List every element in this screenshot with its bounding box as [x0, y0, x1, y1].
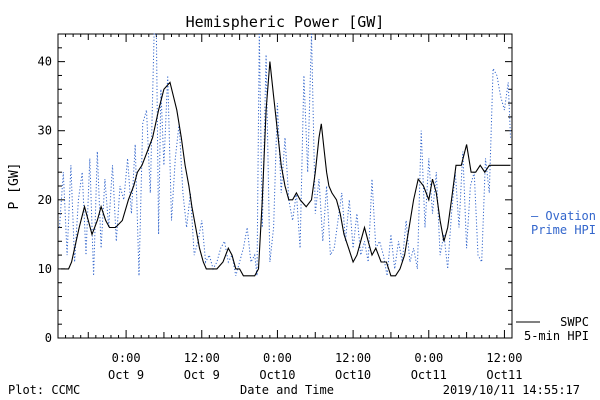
y-tick-label: 20: [38, 193, 52, 207]
footer-timestamp: 2019/10/11 14:55:17: [443, 383, 580, 397]
x-tick-date-label: Oct11: [486, 368, 522, 382]
x-tick-date-label: Oct 9: [184, 368, 220, 382]
footer-credit: Plot: CCMC: [8, 383, 80, 397]
x-tick-label: 12:00: [335, 351, 371, 365]
y-tick-label: 0: [45, 331, 52, 345]
y-tick-label: 10: [38, 262, 52, 276]
x-tick-label: 12:00: [184, 351, 220, 365]
x-tick-label: 0:00: [414, 351, 443, 365]
series-layer: [59, 33, 511, 277]
chart-title: Hemispheric Power [GW]: [186, 13, 385, 31]
y-tick-label: 30: [38, 124, 52, 138]
x-tick-date-label: Oct10: [259, 368, 295, 382]
x-axis: 0:00 Oct 9 12:00 Oct 9 0:00 Oct10 12:00 Oct10 0:…: [65, 34, 522, 382]
y-axis-label: P [GW]: [7, 163, 22, 210]
x-tick-date-label: Oct10: [335, 368, 371, 382]
legend-swpc-label: 5-min HPI: [524, 329, 589, 343]
x-tick-label: 12:00: [486, 351, 522, 365]
x-tick-date-label: Oct11: [411, 368, 447, 382]
ovation-series-line: [59, 33, 511, 276]
legend-swpc-label: SWPC: [560, 315, 589, 329]
swpc-series-line: [61, 61, 511, 277]
x-tick-label: 0:00: [263, 351, 292, 365]
x-axis-label: Date and Time: [240, 383, 334, 397]
x-tick-date-label: Oct 9: [108, 368, 144, 382]
legend-ovation-label: Prime HPI: [531, 223, 596, 237]
x-tick-label: 0:00: [112, 351, 141, 365]
y-axis: 0 10 20 30 40: [38, 47, 512, 345]
legend-ovation-label: — Ovation: [531, 209, 596, 223]
y-tick-label: 40: [38, 55, 52, 69]
